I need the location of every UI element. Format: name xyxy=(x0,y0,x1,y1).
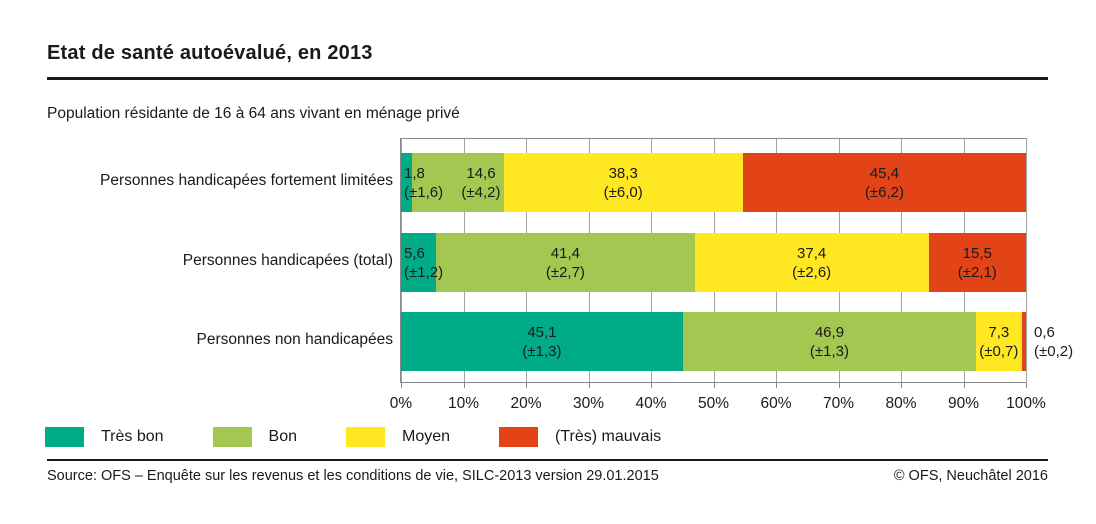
segment-label: 0,6 (±0,2) xyxy=(1034,323,1073,361)
axis-tick-label: 70% xyxy=(822,395,855,412)
bar-row: 1,8 (±1,6) 14,6 (±4,2) 38,3 (±6,0) 45,4 (±6,2) xyxy=(401,153,1026,212)
legend-swatch xyxy=(45,427,84,447)
bar-segment: 1,8 (±1,6) xyxy=(401,153,443,212)
axis-tick xyxy=(713,382,715,388)
axis-tick-label: 30% xyxy=(572,395,605,412)
axis-tick xyxy=(401,382,402,388)
copyright-note: © OFS, Neuchâtel 2016 xyxy=(893,468,1048,484)
row-label: Personnes handicapées fortement limitées xyxy=(100,171,393,189)
bar-segment: 5,6 (±1,2) xyxy=(401,233,443,292)
segment-ci: (±1,6) xyxy=(404,183,444,201)
axis-tick xyxy=(838,382,840,388)
footer-separator xyxy=(47,459,1048,461)
legend-swatch xyxy=(499,427,539,447)
segment-value: 41,4 xyxy=(550,244,580,262)
segment-value: 45,4 xyxy=(869,164,900,182)
segment-ci: (±2,1) xyxy=(957,263,997,281)
bar-segment: 45,4 (±6,2) xyxy=(742,153,1026,212)
segment-label: 46,9 (±1,3) xyxy=(810,323,849,361)
segment-value: 15,5 xyxy=(962,244,992,262)
axis-tick xyxy=(776,382,777,388)
axis-tick xyxy=(1026,382,1027,388)
bar-segment xyxy=(1021,312,1026,371)
segment-label: 45,4 (±6,2) xyxy=(865,164,904,202)
segment-ci: (±1,2) xyxy=(404,263,444,281)
bar-segment: 46,9 (±1,3) xyxy=(682,312,976,371)
legend-item: Moyen xyxy=(346,427,450,447)
axis-tick xyxy=(901,382,902,388)
segment-ci: (±2,7) xyxy=(545,263,585,281)
axis-tick-label: 80% xyxy=(885,395,917,412)
segment-value: 0,6 xyxy=(1034,323,1055,341)
legend-label: (Très) mauvais xyxy=(555,428,662,445)
segment-label: 15,5 (±2,1) xyxy=(958,244,997,282)
segment-label: 45,1 (±1,3) xyxy=(522,323,561,361)
bar-segment: 38,3 (±6,0) xyxy=(503,153,743,212)
bar-row: 45,1 (±1,3) 46,9 (±1,3) 7,3 (±0,7) 0,6 (±0,2) xyxy=(401,312,1073,371)
segment-ci: (±2,6) xyxy=(792,263,832,281)
segment-ci: (±6,2) xyxy=(864,183,904,201)
segment-label: 38,3 (±6,0) xyxy=(604,164,643,202)
source-note: Source: OFS – Enquête sur les revenus et… xyxy=(47,468,659,484)
axis-tick-label: 0% xyxy=(389,395,413,412)
chart-subtitle: Population résidante de 16 à 64 ans viva… xyxy=(47,105,460,122)
segment-ci: (±0,2) xyxy=(1034,342,1074,360)
segment-label: 14,6 (±4,2) xyxy=(461,164,500,202)
segment-value: 14,6 xyxy=(466,164,496,182)
legend-item: Très bon xyxy=(45,427,164,447)
segment-label: 5,6 (±1,2) xyxy=(404,244,443,282)
axis-tick-label: 40% xyxy=(635,395,667,412)
segment-ci: (±1,3) xyxy=(522,342,562,360)
axis-tick-label: 10% xyxy=(447,395,480,412)
row-label: Personnes handicapées (total) xyxy=(182,251,393,269)
segment-ci: (±6,0) xyxy=(603,183,643,201)
segment-ci: (±0,7) xyxy=(979,342,1019,360)
legend: Très bon Bon Moyen (Très) mauvais xyxy=(45,427,710,447)
bar-segment: 41,4 (±2,7) xyxy=(436,233,695,292)
bar-row: 5,6 (±1,2) 41,4 (±2,7) 37,4 (±2,6) 15,5 (±2,1) xyxy=(401,233,1026,292)
legend-label: Très bon xyxy=(101,428,164,445)
segment-value: 7,3 xyxy=(988,323,1010,341)
axis-tick xyxy=(651,382,652,388)
row-label: Personnes non handicapées xyxy=(196,330,393,348)
segment-label: 1,8 (±1,6) xyxy=(404,164,443,202)
axis-tick-label: 60% xyxy=(760,395,792,412)
segment-label: 41,4 (±2,7) xyxy=(546,244,585,282)
axis-tick xyxy=(963,382,965,388)
bar-segment: 37,4 (±2,6) xyxy=(694,233,929,292)
segment-value: 37,4 xyxy=(797,244,827,262)
axis-tick-label: 20% xyxy=(510,395,542,412)
bar-segment: 14,6 (±4,2) xyxy=(412,153,504,212)
bar-segment: 15,5 (±2,1) xyxy=(928,233,1026,292)
segment-value: 46,9 xyxy=(814,323,845,341)
page-title: Etat de santé autoévalué, en 2013 xyxy=(47,42,373,64)
legend-item: Bon xyxy=(212,427,298,447)
segment-label: 7,3 (±0,7) xyxy=(979,323,1018,361)
segment-value: 38,3 xyxy=(608,164,638,182)
plot-area: 0% 10% 20% 30% 40% 50% 60% 70% 80% 90% 100% 1,8 (±1,… xyxy=(390,138,1073,412)
segment-value: 1,8 xyxy=(404,164,425,182)
axis-tick-label: 90% xyxy=(947,395,980,412)
segment-value: 5,6 xyxy=(404,244,425,262)
segment-label: 37,4 (±2,6) xyxy=(792,244,831,282)
axis-tick-label: 100% xyxy=(1006,395,1046,412)
axis-tick xyxy=(588,382,590,388)
gridline xyxy=(1026,139,1027,382)
legend-item: (Très) mauvais xyxy=(499,427,661,447)
segment-value: 45,1 xyxy=(527,323,557,341)
axis-tick xyxy=(463,382,465,388)
axis-tick xyxy=(526,382,527,388)
axis-tick-label: 50% xyxy=(697,395,730,412)
legend-label: Moyen xyxy=(402,428,451,445)
legend-swatch xyxy=(346,427,386,447)
segment-ci: (±4,2) xyxy=(461,183,501,201)
segment-ci: (±1,3) xyxy=(809,342,849,360)
legend-swatch xyxy=(212,427,252,447)
legend-label: Bon xyxy=(268,428,298,445)
bar-segment: 45,1 (±1,3) xyxy=(401,312,683,371)
bar-segment: 7,3 (±0,7) xyxy=(976,312,1022,371)
title-underline xyxy=(47,77,1048,80)
